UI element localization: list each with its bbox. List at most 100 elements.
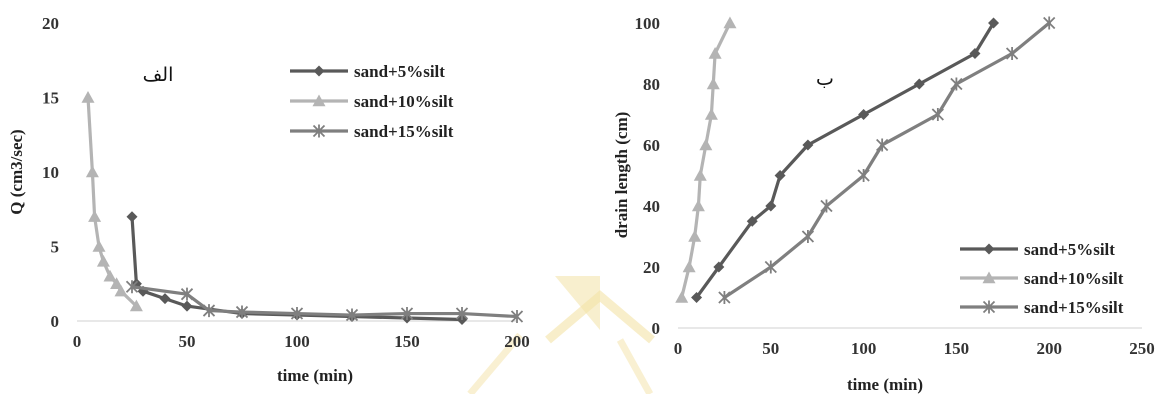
y-tick-label: 40 (643, 197, 660, 216)
x-tick-label: 100 (851, 339, 877, 358)
data-point (704, 108, 718, 120)
data-point (400, 307, 414, 321)
y-tick-label: 80 (643, 75, 660, 94)
legend-entry: sand+15%silt (290, 122, 454, 141)
data-point (713, 261, 725, 273)
data-point (969, 48, 981, 59)
chart-panel-1: 0 50 100 150 200 0 5 10 15 20 time (min) Q (cm3/sec… (7, 14, 530, 385)
data-point (950, 77, 963, 91)
series-sand+10%silt (675, 16, 737, 303)
data-point (802, 139, 814, 151)
data-point (345, 308, 359, 322)
y-tick-label: 5 (51, 238, 60, 257)
data-point (103, 269, 117, 282)
series-sand+15%silt (718, 16, 1056, 304)
legend-label: sand+15%silt (354, 122, 454, 141)
x-tick-label: 150 (944, 339, 970, 358)
data-point (693, 169, 707, 181)
data-point (857, 169, 870, 182)
data-point (114, 284, 128, 297)
legend-marker (313, 65, 325, 77)
data-point (746, 215, 758, 227)
series-line (130, 215, 464, 322)
data-point (92, 240, 106, 252)
data-point (876, 138, 889, 152)
data-point (1005, 47, 1019, 60)
y-axis-title: Q (cm3/sec) (7, 129, 26, 214)
series-line (680, 21, 732, 300)
data-point (706, 77, 720, 90)
legend-label: sand+15%silt (1024, 298, 1124, 317)
data-point (290, 307, 304, 321)
data-point (718, 291, 731, 304)
y-tick-label: 0 (51, 312, 60, 331)
y-axis-title: drain length (cm) (612, 112, 631, 239)
y-tick-label: 20 (643, 258, 660, 277)
x-tick-label: 0 (73, 332, 82, 351)
y-tick-label: 20 (42, 14, 59, 33)
x-tick-label: 200 (504, 332, 530, 351)
data-point (110, 277, 124, 289)
series-sand+5%silt (691, 17, 1000, 303)
data-point (126, 211, 138, 223)
x-tick-label: 100 (284, 332, 310, 351)
x-tick-label: 50 (762, 339, 779, 358)
data-point (774, 170, 786, 181)
legend-label: sand+5%silt (354, 62, 445, 81)
x-tick-label: 150 (394, 332, 420, 351)
data-point (765, 200, 777, 212)
data-point (81, 91, 95, 103)
legend-entry: sand+10%silt (290, 92, 454, 111)
legend-marker (982, 300, 996, 314)
x-tick-label: 200 (1036, 339, 1062, 358)
panel-label: ب (816, 68, 834, 90)
y-tick-label: 60 (643, 136, 660, 155)
data-point (510, 310, 524, 324)
series-sand+10%silt (81, 91, 143, 312)
data-point (931, 108, 944, 121)
legend-label: sand+5%silt (1024, 240, 1115, 259)
legend-marker (312, 124, 326, 138)
data-point (85, 165, 99, 178)
data-point (235, 305, 249, 319)
y-tick-label: 15 (42, 89, 59, 108)
data-point (988, 17, 1000, 29)
data-point (691, 292, 703, 303)
data-point (688, 230, 702, 242)
data-point (699, 138, 713, 151)
data-point (88, 210, 102, 222)
legend-marker (312, 94, 326, 107)
x-axis-title: time (min) (277, 366, 353, 385)
legend-marker (983, 243, 995, 255)
x-tick-label: 0 (674, 339, 683, 358)
x-tick-label: 250 (1129, 339, 1155, 358)
legend-marker (982, 271, 996, 284)
data-point (96, 254, 110, 267)
data-point (455, 307, 469, 321)
legend-entry: sand+5%silt (960, 240, 1115, 259)
legend-entry: sand+5%silt (290, 62, 445, 81)
y-tick-label: 100 (635, 14, 661, 33)
chart-panel-2: 0 50 100 150 200 250 0 20 40 60 80 100 time (min) dra… (612, 14, 1155, 394)
legend-entry: sand+15%silt (960, 298, 1124, 317)
data-point (723, 16, 737, 29)
data-point (691, 199, 705, 212)
x-axis-title: time (min) (847, 375, 923, 394)
data-point (129, 299, 143, 312)
legend-label: sand+10%silt (354, 92, 454, 111)
data-point (1043, 16, 1056, 30)
legend-entry: sand+10%silt (960, 269, 1124, 288)
data-point (159, 293, 171, 305)
data-point (181, 300, 193, 312)
data-point (675, 291, 689, 303)
data-point (202, 304, 216, 318)
y-tick-label: 0 (652, 319, 661, 338)
data-point (913, 78, 925, 90)
data-point (180, 287, 194, 301)
data-point (820, 199, 833, 213)
panel-label: الف (143, 64, 174, 86)
data-point (125, 280, 139, 294)
